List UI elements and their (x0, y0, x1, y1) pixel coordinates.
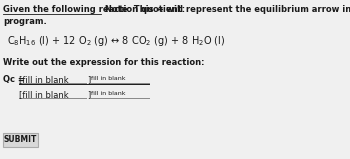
Text: Write out the expression for this reaction:: Write out the expression for this reacti… (3, 58, 205, 67)
Text: [fill in blank: [fill in blank (19, 90, 68, 99)
Text: ]: ] (87, 90, 90, 99)
Text: C$_8$H$_{16}$ (l) + 12 O$_2$ (g) ↔ 8 CO$_2$ (g) + 8 H$_2$O (l): C$_8$H$_{16}$ (l) + 12 O$_2$ (g) ↔ 8 CO$… (7, 34, 225, 48)
Text: Given the following reaction quotient:: Given the following reaction quotient: (3, 5, 186, 14)
FancyBboxPatch shape (3, 133, 38, 147)
Text: Qc =: Qc = (3, 75, 28, 84)
Text: SUBMIT: SUBMIT (4, 135, 37, 144)
Text: ]: ] (87, 75, 90, 84)
Text: program.: program. (3, 17, 47, 26)
Text: fill in blank: fill in blank (91, 76, 125, 81)
Text: fill in blank: fill in blank (91, 91, 125, 96)
Text: [fill in blank: [fill in blank (19, 75, 68, 84)
Text: Note: This ↔ will represent the equilibrium arrow in this: Note: This ↔ will represent the equilibr… (102, 5, 350, 14)
